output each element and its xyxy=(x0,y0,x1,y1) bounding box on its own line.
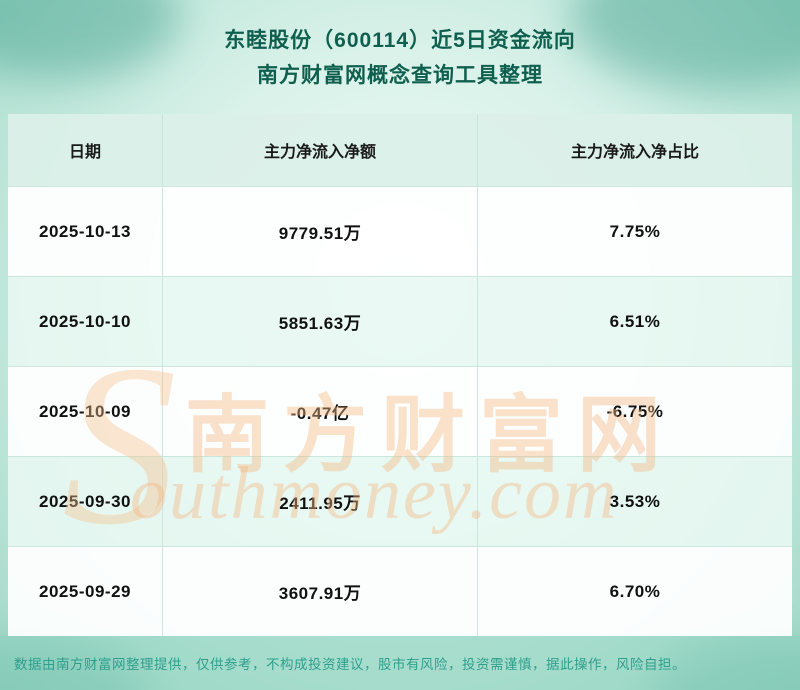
table-header-row: 日期 主力净流入净额 主力净流入净占比 xyxy=(8,114,792,186)
cell-date: 2025-10-09 xyxy=(8,367,163,456)
cell-date: 2025-09-29 xyxy=(8,547,163,636)
fund-flow-table: 日期 主力净流入净额 主力净流入净占比 2025-10-13 9779.51万 … xyxy=(8,114,792,636)
cell-net-inflow: 2411.95万 xyxy=(163,457,478,546)
cell-net-inflow-ratio: -6.75% xyxy=(606,401,664,421)
header-cell-date: 日期 xyxy=(8,114,163,186)
cell-net-inflow-ratio: 6.51% xyxy=(609,311,661,331)
cell-net-inflow-ratio: 7.75% xyxy=(609,221,661,241)
header-cell-net-inflow-ratio: 主力净流入净占比 xyxy=(570,144,699,161)
cell-net-inflow: -0.47亿 xyxy=(163,367,478,456)
cell-net-inflow-ratio: 6.70% xyxy=(609,581,661,601)
page-title: 东睦股份（600114）近5日资金流向 xyxy=(224,29,576,52)
cell-net-inflow: 3607.91万 xyxy=(163,547,478,636)
cell-date: 2025-10-13 xyxy=(8,187,163,276)
table-row: 2025-09-30 2411.95万 3.53% xyxy=(8,456,792,546)
table-row: 2025-10-10 5851.63万 6.51% xyxy=(8,276,792,366)
cell-net-inflow: 5851.63万 xyxy=(163,277,478,366)
cell-date: 2025-09-30 xyxy=(8,457,163,546)
table-row: 2025-10-09 -0.47亿 -6.75% xyxy=(8,366,792,456)
footer-bar: 数据由南方财富网整理提供，仅供参考，不构成投资建议，股市有风险，投资需谨慎，据此… xyxy=(0,636,800,690)
footer-disclaimer: 数据由南方财富网整理提供，仅供参考，不构成投资建议，股市有风险，投资需谨慎，据此… xyxy=(14,657,686,672)
header-cell-net-inflow: 主力净流入净额 xyxy=(163,114,478,186)
cell-net-inflow-ratio: 3.53% xyxy=(609,491,661,511)
table-row: 2025-09-29 3607.91万 6.70% xyxy=(8,546,792,636)
title-block: 东睦股份（600114）近5日资金流向 南方财富网概念查询工具整理 xyxy=(0,0,800,93)
cell-net-inflow: 9779.51万 xyxy=(163,187,478,276)
table-row: 2025-10-13 9779.51万 7.75% xyxy=(8,186,792,276)
page-subtitle: 南方财富网概念查询工具整理 xyxy=(257,63,543,87)
cell-date: 2025-10-10 xyxy=(8,277,163,366)
